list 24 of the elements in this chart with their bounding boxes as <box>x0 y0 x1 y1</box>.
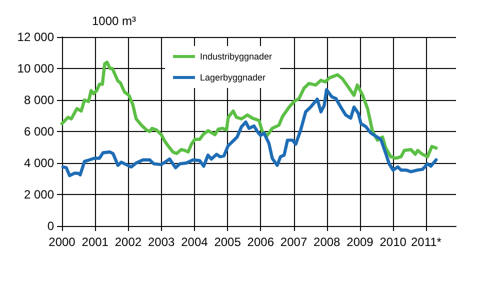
x-tick-label: 2002 <box>114 235 142 249</box>
x-tick-label: 2000 <box>48 235 76 249</box>
x-tick-label: 2006 <box>247 235 274 249</box>
x-tick-label: 2005 <box>214 235 242 249</box>
x-tick-label: 2010 <box>380 235 407 249</box>
y-axis-title: 1000 m³ <box>92 14 136 28</box>
x-tick-label: 2003 <box>148 235 175 249</box>
line-series <box>60 60 438 160</box>
x-tick-label: 2009 <box>346 235 374 249</box>
x-tick-label: 2007 <box>280 235 308 249</box>
x-tick-label: 2004 <box>181 235 208 249</box>
y-tick-label: 0 <box>47 219 54 233</box>
y-tick-label: 2 000 <box>24 188 54 202</box>
y-tick-label: 12 000 <box>17 30 54 44</box>
y-tick-label: 6 000 <box>24 124 54 138</box>
legend-label: Industribyggnader <box>200 52 272 62</box>
y-tick-label: 4 000 <box>24 156 54 170</box>
x-tick-label: 2011* <box>410 235 442 249</box>
y-tick-label: 10 000 <box>17 62 54 76</box>
x-tick-label: 2008 <box>314 235 341 249</box>
line-series <box>61 88 438 178</box>
legend-label: Lagerbyggnader <box>200 72 266 82</box>
y-tick-label: 8 000 <box>24 93 54 107</box>
x-tick-label: 2001 <box>82 235 109 249</box>
